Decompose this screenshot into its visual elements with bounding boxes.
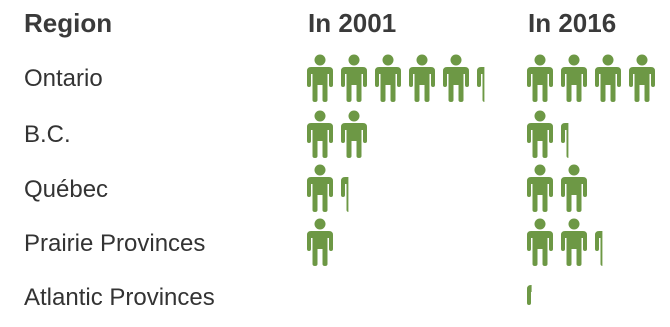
region-label-bc: B.C.	[24, 121, 71, 148]
person-icon	[526, 218, 554, 266]
header-region: Region	[24, 8, 113, 38]
person-icon	[594, 54, 622, 102]
region-label-quebec: Québec	[24, 176, 109, 203]
person-icon	[526, 164, 554, 212]
person-icon	[560, 110, 588, 158]
region-label-prairie-provinces: Prairie Provinces	[24, 230, 206, 257]
person-icon	[476, 54, 504, 102]
person-icon	[306, 110, 334, 158]
person-icon	[306, 218, 334, 266]
header-in-2001: In 2001	[308, 8, 397, 38]
person-icon	[560, 54, 588, 102]
person-icon	[340, 110, 368, 158]
person-icon	[526, 272, 554, 320]
header-in-2016: In 2016	[528, 8, 617, 38]
person-icon	[442, 54, 470, 102]
person-icon	[526, 54, 554, 102]
person-icon	[594, 218, 622, 266]
person-icon	[374, 54, 402, 102]
person-icon	[306, 164, 334, 212]
person-icon	[306, 54, 334, 102]
person-icon	[340, 54, 368, 102]
person-icon	[628, 54, 656, 102]
region-label-ontario: Ontario	[24, 65, 103, 92]
person-icon	[560, 164, 588, 212]
person-icon	[408, 54, 436, 102]
person-icon	[560, 218, 588, 266]
person-icon	[526, 110, 554, 158]
person-icon	[340, 164, 368, 212]
region-label-atlantic-provinces: Atlantic Provinces	[24, 284, 215, 311]
